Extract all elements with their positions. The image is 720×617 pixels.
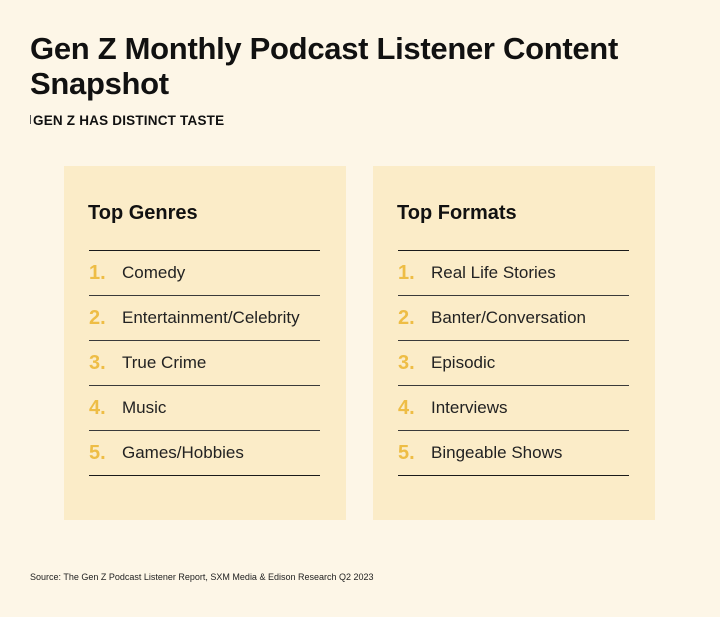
list-item: 5. Bingeable Shows bbox=[398, 431, 629, 476]
rank-number: 1. bbox=[89, 261, 106, 284]
page-subtitle: GEN Z HAS DISTINCT TASTE bbox=[30, 113, 224, 128]
rank-number: 1. bbox=[398, 261, 415, 284]
rank-number: 3. bbox=[398, 351, 415, 374]
subtitle-tick bbox=[30, 115, 31, 124]
list-item: 4. Interviews bbox=[398, 386, 629, 431]
top-genres-list: 1. Comedy 2. Entertainment/Celebrity 3. Tru… bbox=[89, 250, 320, 476]
rank-number: 5. bbox=[89, 441, 106, 464]
top-formats-list: 1. Real Life Stories 2. Banter/Conversatio… bbox=[398, 250, 629, 476]
genre-label: Comedy bbox=[122, 263, 186, 282]
list-top-rule bbox=[398, 250, 629, 251]
top-genres-heading: Top Genres bbox=[88, 202, 198, 224]
rank-number: 2. bbox=[89, 306, 106, 329]
list-item: 5. Games/Hobbies bbox=[89, 431, 320, 476]
genre-label: Games/Hobbies bbox=[122, 443, 244, 462]
list-item: 1. Real Life Stories bbox=[398, 251, 629, 296]
list-item: 3. True Crime bbox=[89, 341, 320, 386]
list-item: 2. Banter/Conversation bbox=[398, 296, 629, 341]
format-label: Real Life Stories bbox=[431, 263, 556, 282]
rank-number: 4. bbox=[89, 396, 106, 419]
top-genres-card: Top Genres 1. Comedy 2. Entertainment/Cele… bbox=[64, 166, 346, 520]
genre-label: Music bbox=[122, 398, 167, 417]
list-item: 3. Episodic bbox=[398, 341, 629, 386]
format-label: Bingeable Shows bbox=[431, 443, 563, 462]
list-top-rule bbox=[89, 250, 320, 251]
rank-number: 3. bbox=[89, 351, 106, 374]
list-item: 1. Comedy bbox=[89, 251, 320, 296]
list-item: 4. Music bbox=[89, 386, 320, 431]
rank-number: 2. bbox=[398, 306, 415, 329]
page-title: Gen Z Monthly Podcast Listener Content S… bbox=[30, 31, 618, 101]
list-item: 2. Entertainment/Celebrity bbox=[89, 296, 320, 341]
format-label: Interviews bbox=[431, 398, 508, 417]
rank-number: 4. bbox=[398, 396, 415, 419]
genre-label: True Crime bbox=[122, 353, 207, 372]
subtitle-text: GEN Z HAS DISTINCT TASTE bbox=[33, 113, 225, 128]
format-label: Banter/Conversation bbox=[431, 308, 586, 327]
source-note: Source: The Gen Z Podcast Listener Repor… bbox=[30, 572, 374, 582]
format-label: Episodic bbox=[431, 353, 496, 372]
rank-number: 5. bbox=[398, 441, 415, 464]
top-formats-card: Top Formats 1. Real Life Stories 2. Banter… bbox=[373, 166, 655, 520]
genre-label: Entertainment/Celebrity bbox=[122, 308, 300, 327]
top-formats-heading: Top Formats bbox=[397, 202, 517, 224]
